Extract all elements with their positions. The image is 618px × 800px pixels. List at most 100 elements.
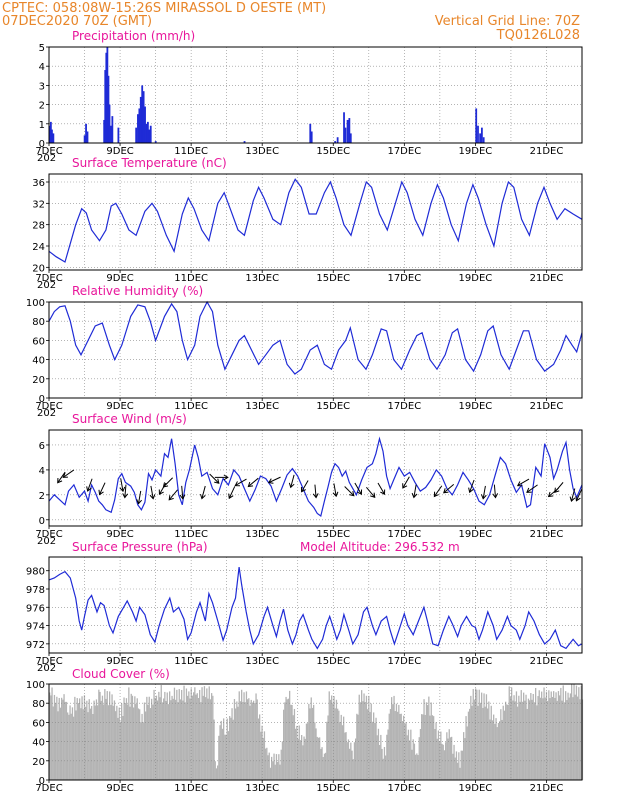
wind-arrow-head: [356, 489, 363, 496]
cloud-bar: [404, 723, 406, 780]
cloud-bar: [539, 697, 542, 780]
cloud-bar: [68, 714, 70, 780]
year-label: 202: [37, 280, 56, 291]
cloud-bar: [509, 696, 512, 780]
wind-arrow-head: [312, 493, 319, 499]
cloud-bar: [119, 721, 122, 780]
cloud-bar: [259, 714, 261, 780]
header-date: 07DEC2020 70Z (GMT): [2, 14, 152, 29]
cloud-bar: [286, 699, 288, 780]
x-tick-label: 7DEC: [35, 146, 62, 157]
precip-bar: [108, 104, 111, 143]
cloud-bar: [388, 713, 390, 780]
year-label: 202: [37, 153, 56, 164]
cloud-bar: [202, 695, 204, 780]
cloud-bar: [242, 701, 244, 780]
cloud-bar: [269, 767, 272, 780]
y-tick-label: 40: [32, 356, 45, 367]
cloud-bar: [524, 700, 526, 780]
wind-arrow: [366, 487, 376, 499]
cloud-bar: [563, 702, 566, 780]
cloud-bar: [560, 687, 562, 780]
cloud-bar: [147, 704, 149, 780]
cloud-bar: [157, 700, 159, 780]
cloud-bar: [436, 738, 438, 780]
cloud-bar: [392, 704, 394, 780]
cloud-bar: [295, 728, 297, 780]
header-run-id: TQ0126L028: [496, 28, 580, 43]
header-vgrid: Vertical Grid Line: 70Z: [435, 14, 580, 29]
cloud-bar: [361, 690, 363, 780]
cloud-bar: [525, 694, 527, 780]
cloud-bar: [220, 720, 222, 780]
cloud-bar: [567, 692, 569, 780]
cloud-bar: [87, 712, 89, 780]
x-tick-label: 15DEC: [316, 783, 350, 794]
cloud-bar: [67, 712, 69, 780]
wind-arrow: [214, 474, 229, 481]
cloud-bar: [379, 745, 381, 780]
x-tick-label: 11DEC: [174, 656, 208, 667]
cloud-bar: [205, 697, 207, 780]
cloud-bar: [227, 731, 230, 780]
precip-bar: [154, 141, 157, 143]
x-tick-label: 17DEC: [387, 783, 421, 794]
cloud-bar: [218, 735, 220, 780]
cloud-bar: [479, 702, 482, 780]
cloud-bar: [159, 697, 161, 780]
cloud-bar: [302, 745, 304, 780]
cloud-bar: [267, 755, 269, 780]
wind-arrow-shaft: [301, 480, 309, 492]
rh-panel: 0 20 40 60 80 100 7DEC 9DEC 11DEC 13DEC 15DEC 17DEC…: [26, 298, 583, 419]
cloud-bar: [521, 701, 524, 780]
wind-arrow-head: [554, 487, 560, 494]
cloud-bar: [502, 705, 504, 780]
y-tick-label: 100: [26, 680, 45, 691]
y-tick-label: 2: [39, 101, 45, 112]
cloud-bar: [377, 728, 380, 780]
cloud-bar: [160, 685, 162, 780]
cloud-bar: [299, 740, 302, 780]
cloud-bar: [193, 692, 195, 780]
cloud-bar: [70, 713, 72, 780]
cloud-bar: [357, 714, 359, 780]
y-tick-label: 980: [26, 567, 45, 578]
wind-arrow: [516, 478, 530, 487]
cloud-bar: [536, 705, 538, 780]
year-label: 202: [37, 408, 56, 419]
precip-bar: [135, 127, 138, 143]
cloud-bar: [374, 722, 376, 780]
wind-arrow: [168, 489, 178, 501]
cloud-bar: [214, 761, 216, 780]
wind-arrow-shaft: [493, 484, 497, 498]
wind-arrow: [480, 485, 487, 500]
cloud-bar: [427, 705, 429, 780]
wind-arrow-shaft: [209, 473, 220, 484]
cloud-bar: [71, 707, 74, 780]
wind-arrow-head: [492, 493, 499, 499]
cloud-bar: [369, 712, 371, 780]
cloud-bar: [416, 753, 418, 780]
precip-bar: [138, 108, 141, 143]
cloud-bar: [213, 719, 215, 780]
wind-arrow-head: [288, 482, 295, 489]
cloud-bar: [158, 691, 160, 780]
cloud-bar: [316, 736, 318, 780]
press-frame: [48, 556, 583, 654]
x-tick-label: 7DEC: [35, 656, 62, 667]
cloud-bar: [375, 717, 377, 780]
x-tick-label: 13DEC: [245, 656, 279, 667]
x-tick-label: 17DEC: [387, 273, 421, 284]
cloud-bar: [278, 754, 280, 780]
x-tick-label: 19DEC: [459, 273, 493, 284]
cloud-bar: [461, 750, 464, 780]
precip-bar: [48, 125, 51, 143]
cloud-bar: [445, 742, 447, 780]
cloud-bar: [111, 694, 113, 780]
cloud-bar: [527, 698, 530, 780]
cloud-bar: [520, 690, 522, 780]
y-tick-label: 0: [39, 776, 45, 787]
cloud-bar: [470, 695, 472, 780]
precip-bar: [475, 108, 478, 143]
cloud-bar: [575, 685, 578, 780]
